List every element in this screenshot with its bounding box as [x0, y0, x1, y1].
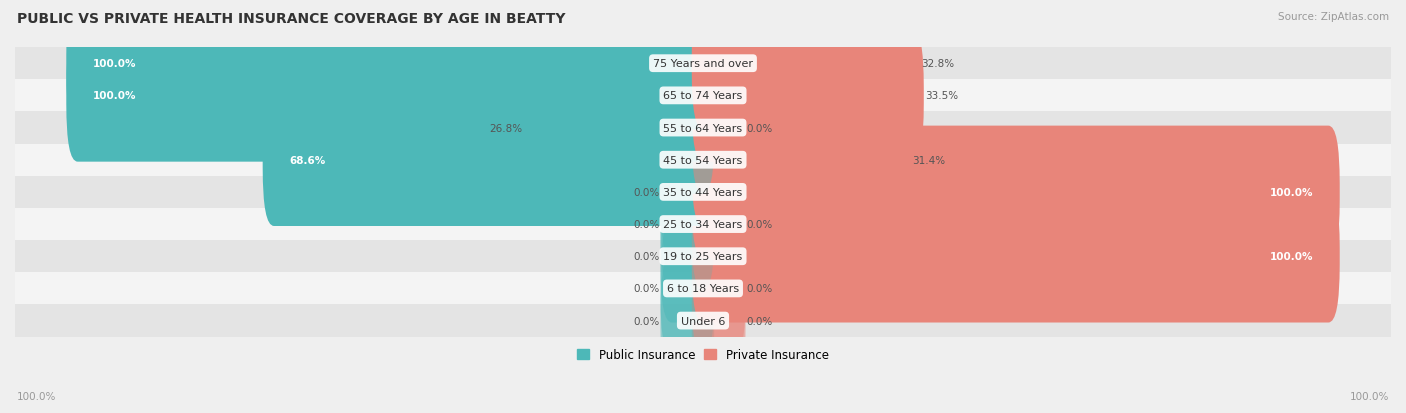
Text: 0.0%: 0.0% — [633, 188, 659, 197]
Text: 75 Years and over: 75 Years and over — [652, 59, 754, 69]
FancyBboxPatch shape — [15, 112, 1391, 144]
FancyBboxPatch shape — [692, 62, 745, 195]
Text: 6 to 18 Years: 6 to 18 Years — [666, 284, 740, 294]
Text: 0.0%: 0.0% — [633, 220, 659, 230]
Text: 100.0%: 100.0% — [1350, 391, 1389, 401]
Text: 65 to 74 Years: 65 to 74 Years — [664, 91, 742, 101]
Text: 0.0%: 0.0% — [633, 284, 659, 294]
FancyBboxPatch shape — [692, 159, 745, 291]
Text: 68.6%: 68.6% — [290, 155, 326, 165]
Text: 55 to 64 Years: 55 to 64 Years — [664, 123, 742, 133]
Text: 0.0%: 0.0% — [747, 284, 773, 294]
FancyBboxPatch shape — [692, 126, 1340, 259]
Text: 19 to 25 Years: 19 to 25 Years — [664, 252, 742, 261]
FancyBboxPatch shape — [692, 223, 745, 355]
Text: 0.0%: 0.0% — [747, 123, 773, 133]
FancyBboxPatch shape — [661, 190, 714, 323]
FancyBboxPatch shape — [15, 176, 1391, 209]
Text: Under 6: Under 6 — [681, 316, 725, 326]
FancyBboxPatch shape — [692, 0, 920, 130]
FancyBboxPatch shape — [661, 159, 714, 291]
FancyBboxPatch shape — [661, 255, 714, 387]
FancyBboxPatch shape — [524, 62, 714, 195]
FancyBboxPatch shape — [692, 255, 745, 387]
Text: 100.0%: 100.0% — [1270, 252, 1313, 261]
Text: 33.5%: 33.5% — [925, 91, 957, 101]
Text: 100.0%: 100.0% — [17, 391, 56, 401]
FancyBboxPatch shape — [661, 126, 714, 259]
FancyBboxPatch shape — [661, 223, 714, 355]
FancyBboxPatch shape — [66, 30, 714, 162]
Text: 25 to 34 Years: 25 to 34 Years — [664, 220, 742, 230]
FancyBboxPatch shape — [15, 305, 1391, 337]
FancyBboxPatch shape — [15, 273, 1391, 305]
Text: 100.0%: 100.0% — [93, 59, 136, 69]
FancyBboxPatch shape — [15, 209, 1391, 240]
Text: 31.4%: 31.4% — [912, 155, 945, 165]
FancyBboxPatch shape — [692, 94, 911, 226]
Text: 0.0%: 0.0% — [633, 316, 659, 326]
Text: 45 to 54 Years: 45 to 54 Years — [664, 155, 742, 165]
Text: 100.0%: 100.0% — [93, 91, 136, 101]
FancyBboxPatch shape — [15, 48, 1391, 80]
FancyBboxPatch shape — [692, 30, 924, 162]
Text: 100.0%: 100.0% — [1270, 188, 1313, 197]
FancyBboxPatch shape — [15, 144, 1391, 176]
Text: 35 to 44 Years: 35 to 44 Years — [664, 188, 742, 197]
FancyBboxPatch shape — [66, 0, 714, 130]
Text: 0.0%: 0.0% — [747, 220, 773, 230]
Text: 26.8%: 26.8% — [489, 123, 523, 133]
Text: 0.0%: 0.0% — [747, 316, 773, 326]
FancyBboxPatch shape — [15, 80, 1391, 112]
FancyBboxPatch shape — [692, 190, 1340, 323]
Text: 0.0%: 0.0% — [633, 252, 659, 261]
Legend: Public Insurance, Private Insurance: Public Insurance, Private Insurance — [572, 343, 834, 366]
Text: PUBLIC VS PRIVATE HEALTH INSURANCE COVERAGE BY AGE IN BEATTY: PUBLIC VS PRIVATE HEALTH INSURANCE COVER… — [17, 12, 565, 26]
FancyBboxPatch shape — [263, 94, 714, 226]
Text: Source: ZipAtlas.com: Source: ZipAtlas.com — [1278, 12, 1389, 22]
FancyBboxPatch shape — [15, 240, 1391, 273]
Text: 32.8%: 32.8% — [921, 59, 953, 69]
